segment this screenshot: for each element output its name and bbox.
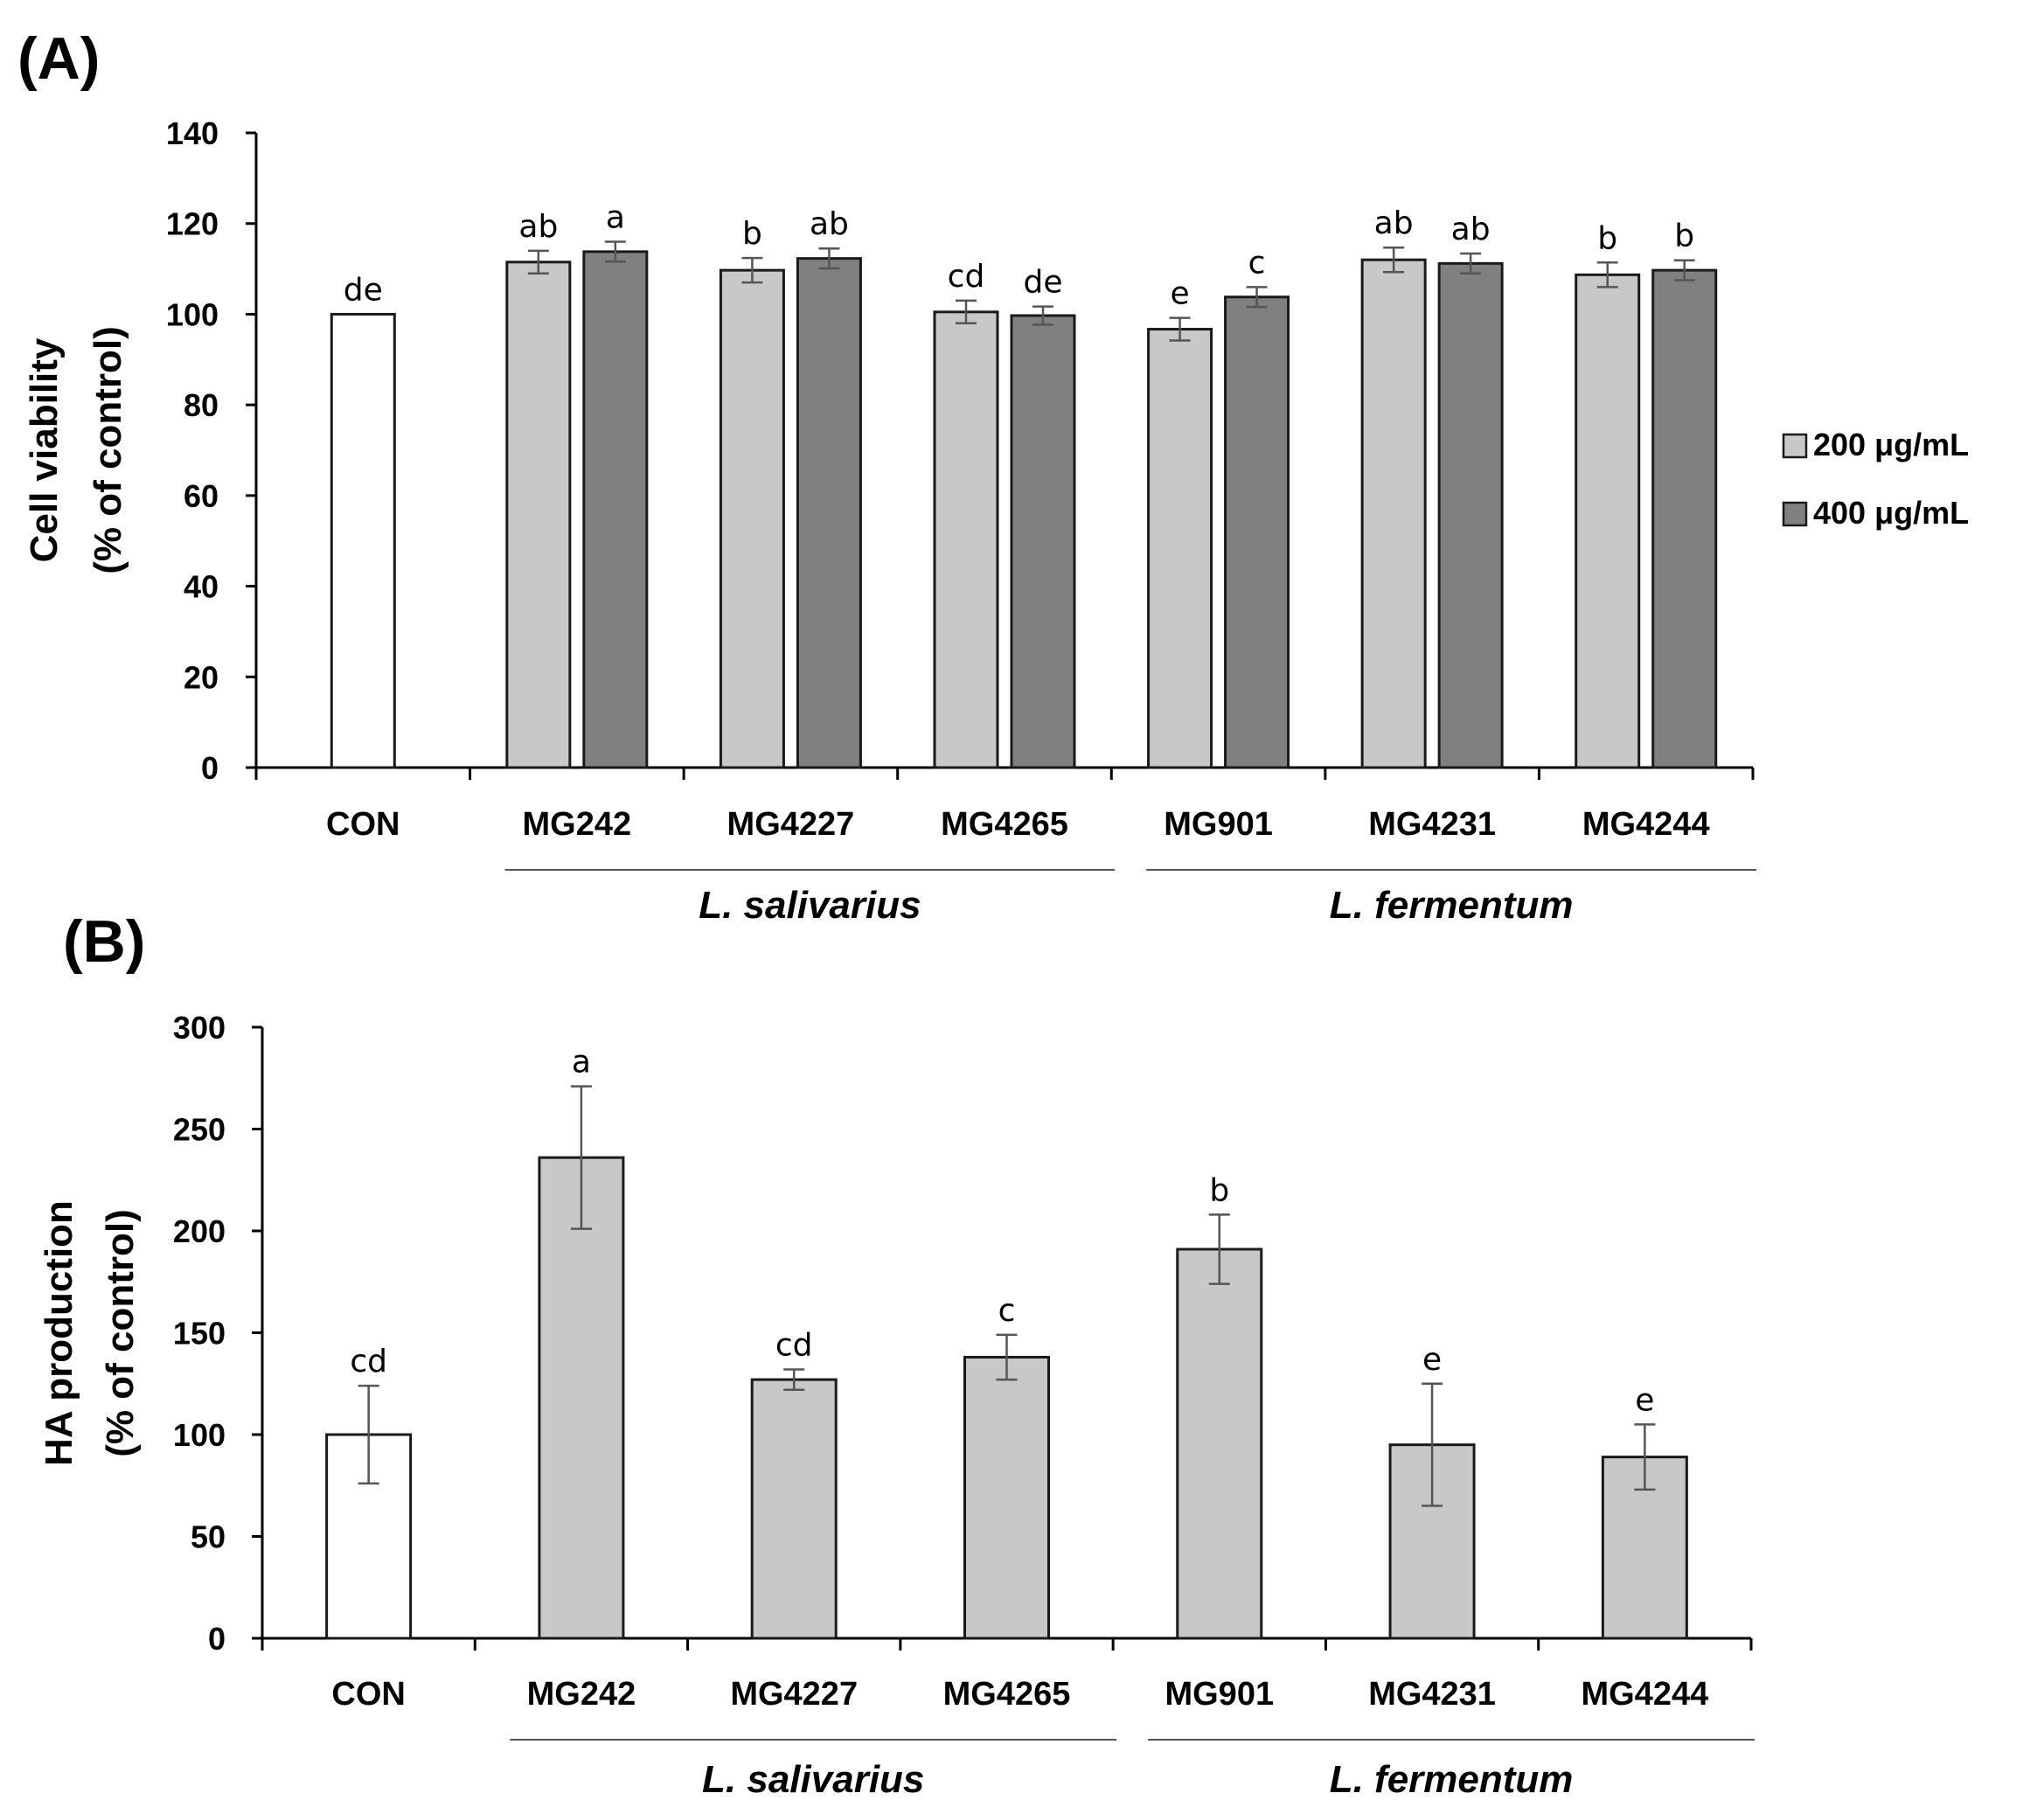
- bar: [719, 268, 785, 769]
- significance-label: a: [572, 1045, 591, 1081]
- significance-label: cd: [775, 1327, 813, 1363]
- bar: [933, 310, 999, 769]
- legend-label: 400 μg/mL: [1813, 495, 1969, 531]
- significance-label: b: [1597, 220, 1617, 256]
- y-axis-subtitle: (% of control): [87, 326, 129, 574]
- bar: [505, 261, 572, 769]
- significance-label: b: [1674, 219, 1694, 254]
- significance-label: ab: [518, 209, 558, 245]
- y-axis-subtitle: (% of control): [99, 1209, 142, 1457]
- x-tick-label: MG242: [527, 1676, 636, 1713]
- bar: [1147, 328, 1213, 769]
- bar: [1224, 295, 1290, 769]
- x-tick-label: MG4227: [730, 1676, 858, 1713]
- y-tick-label: 150: [173, 1316, 226, 1352]
- bar: [796, 257, 862, 769]
- bar: [1651, 268, 1718, 769]
- significance-label: ab: [1451, 212, 1491, 247]
- significance-label: de: [344, 272, 383, 308]
- bar: [1575, 273, 1641, 769]
- y-tick-label: 60: [184, 478, 219, 514]
- significance-label: cd: [350, 1344, 387, 1380]
- significance-label: ab: [810, 206, 849, 242]
- group-label: L. fermentum: [1330, 884, 1574, 927]
- group-label: L. salivarius: [702, 1758, 924, 1801]
- group-label: L. fermentum: [1330, 1758, 1574, 1801]
- panel-a: (A) Cell viability (% of control) 0 20 40 60 80…: [17, 25, 1969, 927]
- significance-label: cd: [948, 259, 985, 295]
- y-tick-label: 200: [173, 1213, 226, 1249]
- x-tick-label: MG4227: [727, 806, 855, 843]
- significance-label: ab: [1374, 205, 1414, 241]
- legend-label: 200 μg/mL: [1813, 427, 1969, 462]
- y-tick-label: 50: [191, 1519, 226, 1555]
- significance-label: a: [606, 199, 625, 235]
- bar: [1437, 261, 1504, 769]
- x-tick-label: MG901: [1164, 806, 1273, 843]
- x-tick-label: CON: [331, 1676, 405, 1713]
- panel-b: (B) HA production (% of control) 0 50 100 150 2…: [38, 908, 1755, 1801]
- y-tick-label: 40: [184, 569, 219, 605]
- panel-label: (B): [63, 908, 145, 975]
- x-tick-label: MG4265: [943, 1676, 1071, 1713]
- significance-label: c: [1248, 245, 1266, 281]
- bar: [1010, 314, 1076, 769]
- bar: [1176, 1248, 1263, 1640]
- y-tick-label: 0: [208, 1621, 226, 1657]
- y-tick-label: 100: [173, 1417, 226, 1453]
- y-axis-title: HA production: [38, 1200, 80, 1466]
- significance-label: e: [1635, 1382, 1654, 1418]
- bar: [750, 1378, 838, 1640]
- y-axis-title: Cell viability: [23, 337, 66, 562]
- y-tick-label: 100: [166, 296, 219, 332]
- significance-label: de: [1024, 265, 1063, 301]
- significance-label: c: [998, 1293, 1016, 1329]
- significance-label: e: [1422, 1342, 1442, 1378]
- y-tick-label: 120: [166, 206, 219, 242]
- y-tick-label: 250: [173, 1112, 226, 1148]
- bar: [963, 1355, 1050, 1640]
- y-tick-label: 80: [184, 387, 219, 423]
- significance-label: b: [1209, 1172, 1229, 1208]
- x-tick-label: MG4231: [1368, 806, 1496, 843]
- legend-swatch: [1782, 433, 1808, 459]
- x-tick-label: MG4231: [1368, 1676, 1496, 1713]
- x-tick-label: MG4265: [941, 806, 1068, 843]
- legend-swatch: [1782, 501, 1808, 527]
- x-tick-label: MG901: [1165, 1676, 1274, 1713]
- significance-label: e: [1170, 276, 1189, 312]
- x-tick-label: MG4244: [1581, 1676, 1708, 1713]
- x-tick-label: CON: [326, 806, 400, 843]
- bar: [1360, 258, 1427, 769]
- y-tick-label: 140: [166, 115, 219, 151]
- significance-label: b: [742, 216, 762, 252]
- bar: [582, 250, 649, 769]
- y-tick-label: 0: [201, 750, 219, 786]
- group-label: L. salivarius: [699, 884, 921, 927]
- x-tick-label: MG242: [523, 806, 632, 843]
- x-tick-label: MG4244: [1582, 806, 1710, 843]
- y-tick-label: 300: [173, 1010, 226, 1046]
- y-tick-label: 20: [184, 659, 219, 695]
- panel-label: (A): [17, 25, 100, 92]
- bar: [330, 312, 396, 769]
